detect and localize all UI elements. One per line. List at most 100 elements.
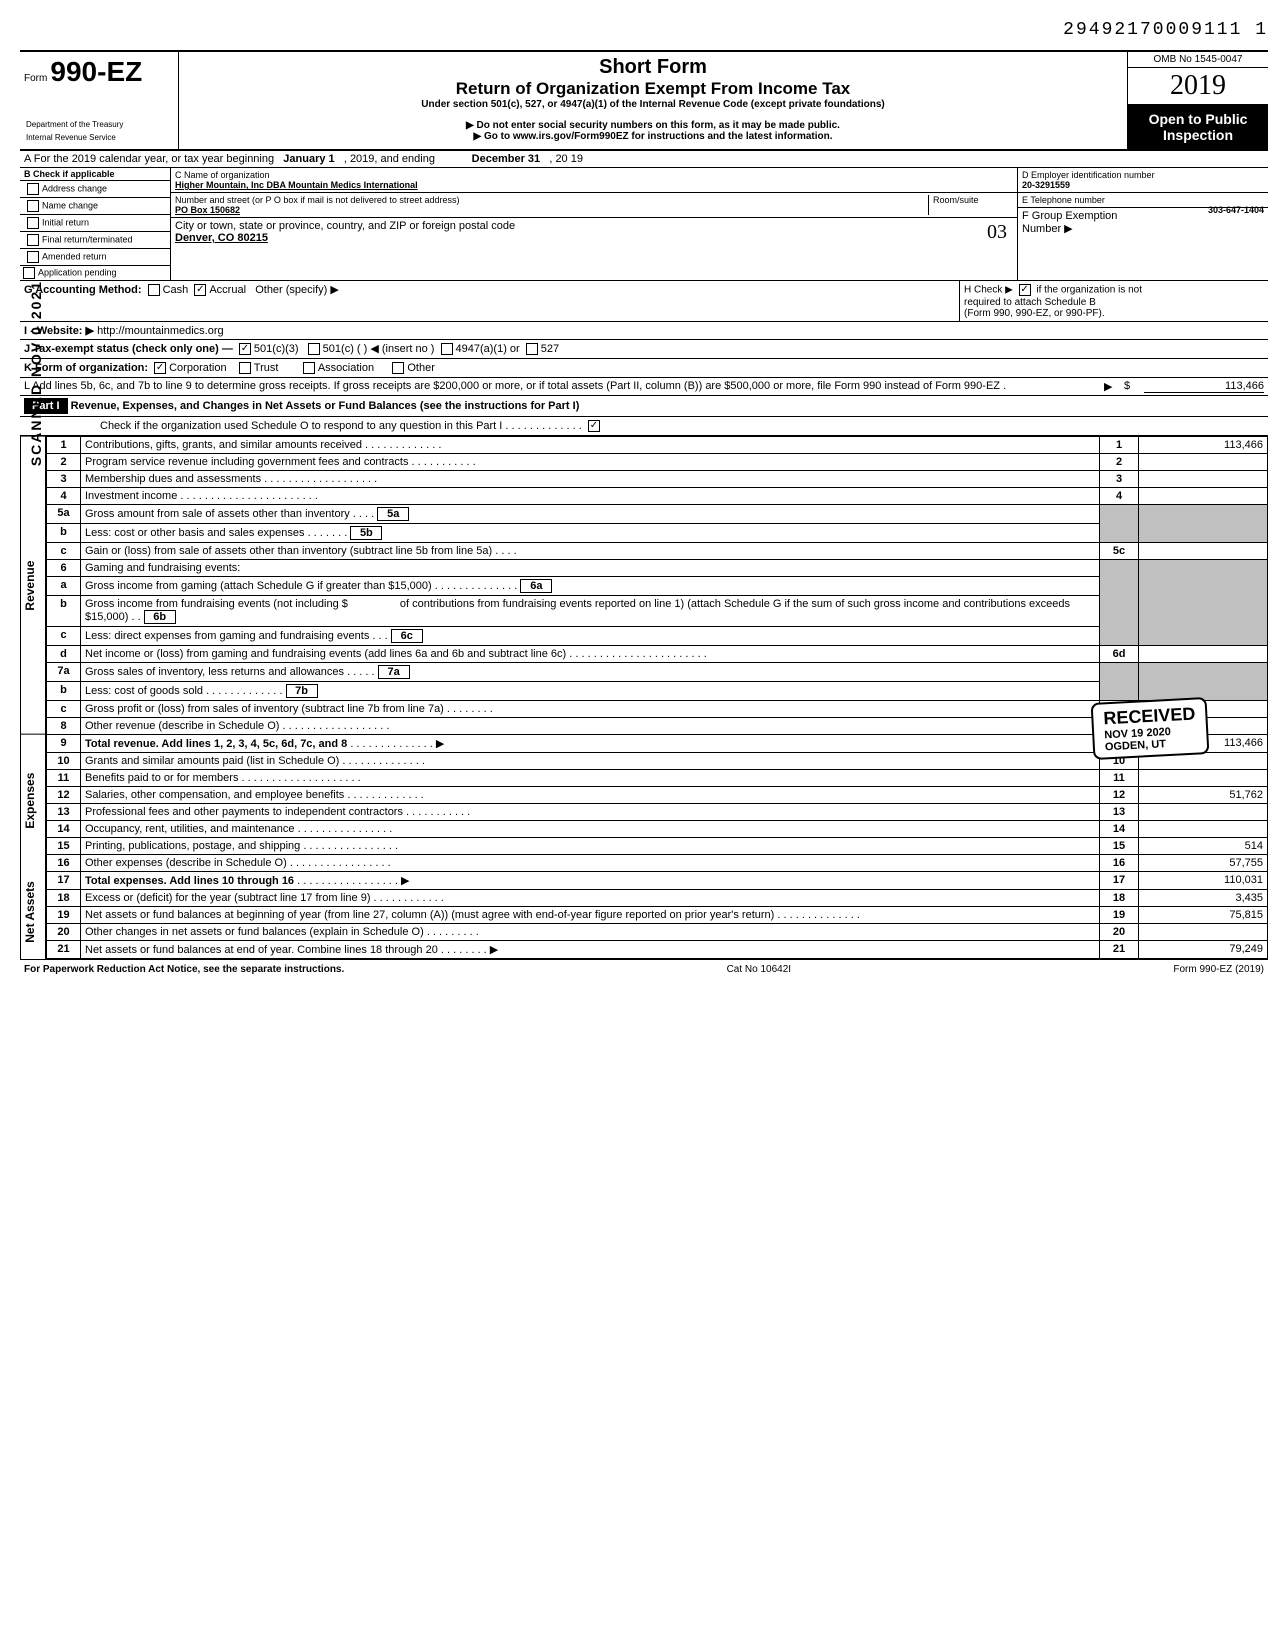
dept-irs: Internal Revenue Service: [24, 131, 174, 144]
cb-501c[interactable]: [308, 343, 320, 355]
l4-desc: Investment income: [85, 490, 177, 502]
cb-4947[interactable]: [441, 343, 453, 355]
street-label: Number and street (or P O box if mail is…: [175, 195, 928, 205]
l15-val: 514: [1139, 838, 1268, 855]
l12-val: 51,762: [1139, 787, 1268, 804]
row-a-mid: , 2019, and ending: [344, 153, 435, 165]
lbl-corp: Corporation: [169, 362, 226, 374]
part1-title: Revenue, Expenses, and Changes in Net As…: [71, 400, 580, 412]
cb-501c3[interactable]: ✓: [239, 343, 251, 355]
cb-cash[interactable]: [148, 284, 160, 296]
l-dollar: $: [1124, 380, 1144, 393]
row-a-label: A For the 2019 calendar year, or tax yea…: [24, 153, 274, 165]
lines-table: 1Contributions, gifts, grants, and simil…: [46, 436, 1268, 959]
cb-final[interactable]: [27, 234, 39, 246]
lbl-initial: Initial return: [42, 217, 89, 227]
city: Denver, CO 80215: [175, 232, 268, 244]
l14-desc: Occupancy, rent, utilities, and maintena…: [85, 823, 295, 835]
l5c-val: [1139, 543, 1268, 560]
form-header: Form 990-EZ Department of the Treasury I…: [20, 50, 1268, 151]
ein: 20-3291559: [1022, 180, 1070, 190]
lbl-address: Address change: [42, 183, 107, 193]
l17-val: 110,031: [1139, 872, 1268, 890]
lbl-pending: Application pending: [38, 267, 117, 277]
j-label: J Tax-exempt status (check only one) —: [24, 343, 233, 355]
lbl-501c: 501(c) (: [323, 343, 361, 355]
b-header-text: B Check if applicable: [24, 169, 115, 179]
l7b-desc: Less: cost of goods sold: [85, 685, 203, 697]
l18-val: 3,435: [1139, 890, 1268, 907]
cb-pending[interactable]: [23, 267, 35, 279]
title-small: Under section 501(c), 527, or 4947(a)(1)…: [189, 99, 1117, 110]
l14-val: [1139, 821, 1268, 838]
city-label: City or town, state or province, country…: [175, 220, 1013, 232]
street: PO Box 150682: [175, 205, 240, 215]
l-arrow: ▶: [1104, 380, 1124, 393]
cb-assoc[interactable]: [303, 362, 315, 374]
h-text2: required to attach Schedule B: [964, 297, 1096, 308]
row-a: A For the 2019 calendar year, or tax yea…: [20, 151, 1268, 168]
open-public-1: Open to Public: [1130, 111, 1266, 127]
l6b-desc: Gross income from fundraising events (no…: [85, 598, 348, 610]
cb-initial[interactable]: [27, 217, 39, 229]
cb-trust[interactable]: [239, 362, 251, 374]
lbl-insert: ) ◀ (insert no ): [364, 343, 435, 355]
lbl-amended: Amended return: [42, 251, 107, 261]
l6d-desc: Net income or (loss) from gaming and fun…: [85, 648, 566, 660]
l5c-desc: Gain or (loss) from sale of assets other…: [85, 545, 492, 557]
title-sub: Return of Organization Exempt From Incom…: [189, 79, 1117, 99]
room-label: Room/suite: [928, 195, 1013, 215]
l1-desc: Contributions, gifts, grants, and simila…: [85, 439, 362, 451]
cb-other-org[interactable]: [392, 362, 404, 374]
l16-val: 57,755: [1139, 855, 1268, 872]
l17-desc: Total expenses. Add lines 10 through 16: [85, 875, 294, 887]
lbl-4947: 4947(a)(1) or: [456, 343, 520, 355]
cb-h[interactable]: ✓: [1019, 284, 1031, 296]
side-expenses: Expenses: [21, 734, 45, 866]
cb-amended[interactable]: [27, 251, 39, 263]
form-prefix: Form: [24, 73, 47, 84]
l16-desc: Other expenses (describe in Schedule O): [85, 857, 287, 869]
l15-desc: Printing, publications, postage, and shi…: [85, 840, 300, 852]
l6c-desc: Less: direct expenses from gaming and fu…: [85, 630, 369, 642]
lbl-accrual: Accrual: [209, 284, 246, 296]
cb-name[interactable]: [27, 200, 39, 212]
l3-desc: Membership dues and assessments: [85, 473, 261, 485]
l2-desc: Program service revenue including govern…: [85, 456, 408, 468]
l7c-desc: Gross profit or (loss) from sales of inv…: [85, 703, 444, 715]
page-number: 29492170009111 1: [20, 20, 1268, 40]
cb-accrual[interactable]: ✓: [194, 284, 206, 296]
cb-527[interactable]: [526, 343, 538, 355]
side-netassets: Net Assets: [21, 865, 45, 959]
l6-desc: Gaming and fundraising events:: [85, 562, 240, 574]
row-a-begin: January 1: [283, 153, 334, 165]
l9-desc: Total revenue. Add lines 1, 2, 3, 4, 5c,…: [85, 738, 347, 750]
cb-part1-scho[interactable]: ✓: [588, 420, 600, 432]
f-label2: Number ▶: [1022, 223, 1073, 235]
l19-val: 75,815: [1139, 907, 1268, 924]
b-header: B Check if applicable: [20, 168, 170, 181]
instruction2: ▶ Go to www.irs.gov/Form990EZ for instru…: [189, 131, 1117, 142]
l5b-desc: Less: cost or other basis and sales expe…: [85, 527, 305, 539]
d-label: D Employer identification number: [1022, 170, 1264, 180]
e-label: E Telephone number: [1022, 195, 1264, 205]
h-text3: (Form 990, 990-EZ, or 990-PF).: [964, 308, 1105, 319]
main-grid: Revenue Expenses Net Assets 1Contributio…: [20, 436, 1268, 959]
l21-desc: Net assets or fund balances at end of ye…: [85, 944, 438, 956]
l-value: 113,466: [1144, 380, 1264, 393]
footer-left: For Paperwork Reduction Act Notice, see …: [24, 964, 344, 975]
l7a-desc: Gross sales of inventory, less returns a…: [85, 666, 344, 678]
phone: 303-647-1404: [1208, 205, 1264, 215]
dept-treasury: Department of the Treasury: [24, 118, 174, 131]
omb: OMB No 1545-0047: [1128, 52, 1268, 68]
c-label: C Name of organization: [175, 170, 1013, 180]
l5a-desc: Gross amount from sale of assets other t…: [85, 508, 350, 520]
form-number: 990-EZ: [50, 56, 142, 87]
website: http://mountainmedics.org: [97, 325, 224, 337]
cb-address[interactable]: [27, 183, 39, 195]
l4-val: [1139, 488, 1268, 505]
lbl-trust: Trust: [254, 362, 279, 374]
part1-row: Part I Revenue, Expenses, and Changes in…: [20, 396, 1268, 417]
f-label: F Group Exemption: [1022, 210, 1117, 222]
cb-corp[interactable]: ✓: [154, 362, 166, 374]
